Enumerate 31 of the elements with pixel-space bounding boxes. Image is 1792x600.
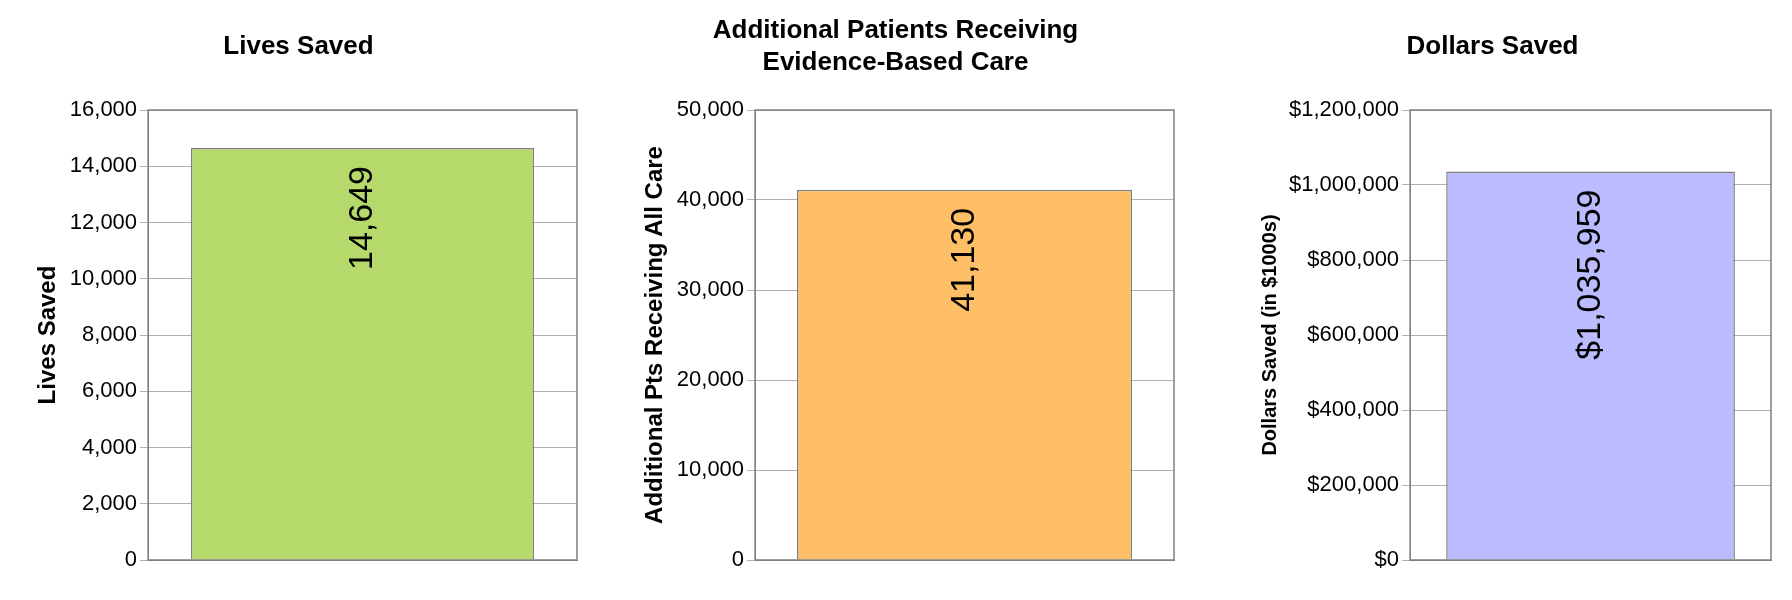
y-tick-label: 8,000: [82, 321, 138, 347]
data-label: $1,035,959: [1568, 189, 1607, 360]
data-label: 41,130: [942, 207, 981, 312]
chart-title: Dollars Saved: [1406, 29, 1579, 61]
y-tick-label: $1,000,000: [1289, 171, 1400, 197]
y-tick-label: $200,000: [1307, 471, 1400, 497]
y-tick-label: 12,000: [69, 208, 138, 234]
y-axis-title: Additional Pts Receiving All Care: [640, 146, 668, 524]
y-tick-label: 4,000: [82, 433, 138, 459]
chart-title: Lives Saved: [223, 29, 374, 61]
y-tick-label: 6,000: [82, 377, 138, 403]
y-tick-label: $800,000: [1307, 246, 1400, 272]
y-tick-label: 0: [731, 546, 745, 572]
data-label: 14,649: [340, 166, 379, 270]
y-tick-label: 10,000: [69, 264, 138, 290]
y-tick-label: 0: [124, 546, 138, 572]
y-tick-label: 14,000: [69, 152, 138, 178]
y-tick-label: $1,200,000: [1289, 96, 1400, 122]
chart-title: Additional Patients Receiving Evidence-Based Care: [711, 13, 1080, 77]
y-tick-label: $600,000: [1307, 321, 1400, 347]
y-axis-title: Dollars Saved (in $1000s): [1257, 214, 1280, 456]
y-tick-label: 10,000: [676, 456, 745, 482]
y-axis-title: Lives Saved: [33, 265, 61, 405]
y-tick-label: $400,000: [1307, 396, 1400, 422]
y-tick-label: 50,000: [676, 96, 745, 122]
y-tick-label: $0: [1374, 546, 1400, 572]
y-tick-label: 40,000: [676, 186, 745, 212]
y-tick-label: 2,000: [82, 489, 138, 515]
y-tick-label: 16,000: [69, 96, 138, 122]
y-tick-label: 30,000: [676, 276, 745, 302]
y-tick-label: 20,000: [676, 366, 745, 392]
